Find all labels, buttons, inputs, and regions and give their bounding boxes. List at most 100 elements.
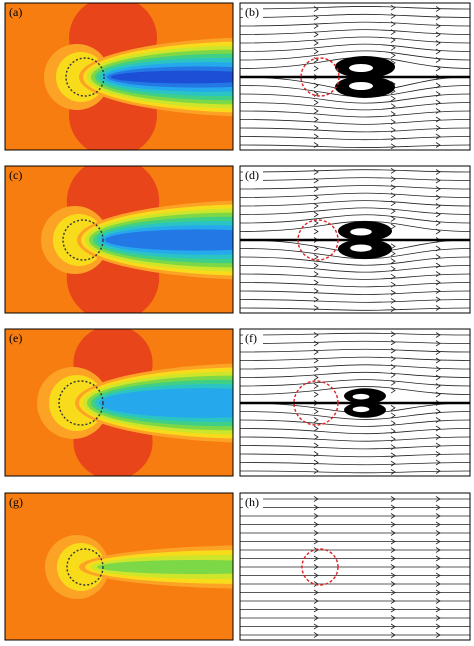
flow-arrow [435, 623, 441, 630]
streamline [240, 332, 470, 336]
flow-arrow [435, 383, 441, 389]
streamline [240, 419, 470, 427]
contour-panel: (a) [4, 2, 234, 151]
streamline [240, 13, 470, 18]
flow-arrow [313, 434, 319, 440]
streamline [240, 102, 470, 111]
flow-arrow [435, 513, 441, 519]
flow-arrow [390, 29, 396, 35]
flow-arrow [435, 108, 441, 114]
flow-arrow [390, 13, 396, 19]
flow-arrow [390, 339, 396, 346]
flow-arrow [390, 606, 396, 613]
flow-arrow [435, 133, 441, 140]
flow-arrow [390, 469, 396, 475]
flow-arrow [390, 589, 396, 596]
flow-arrow [313, 186, 319, 192]
flow-arrow [390, 216, 396, 222]
panel-label: (b) [245, 5, 259, 19]
streamline [240, 110, 470, 118]
flow-arrow [390, 564, 396, 570]
flow-arrow [313, 408, 319, 415]
panel-frame [239, 165, 471, 314]
flow-arrow [435, 451, 441, 457]
streamline [240, 29, 470, 35]
flow-arrow [390, 547, 396, 553]
flow-arrow [313, 203, 319, 209]
wake-contour [111, 70, 233, 84]
flow-arrow [313, 547, 319, 553]
panel-label: (e) [9, 331, 22, 345]
flow-arrow [313, 262, 319, 269]
flow-arrow [435, 521, 441, 528]
flow-arrow [390, 387, 396, 394]
flow-arrow [435, 142, 441, 148]
flow-arrow [435, 442, 441, 449]
flow-arrow [390, 21, 396, 27]
streamline [240, 453, 470, 458]
panel-frame [239, 328, 471, 477]
streamline [240, 340, 470, 344]
flow-arrow [435, 349, 441, 355]
flow-arrow [435, 57, 441, 63]
vortex-core [350, 228, 372, 236]
flow-arrow [390, 192, 396, 199]
flow-arrow [390, 436, 396, 442]
flow-arrow [390, 372, 396, 378]
cylinder-outline [301, 548, 339, 586]
flow-arrow [435, 288, 441, 294]
contour-field [5, 166, 233, 313]
flow-arrow [435, 186, 441, 192]
streamline [240, 256, 470, 266]
vortex-core [349, 82, 373, 90]
vortex-core [349, 64, 373, 72]
flow-arrow [390, 95, 396, 102]
streamline [240, 348, 470, 353]
flow-arrow [313, 65, 319, 72]
flow-arrow [390, 379, 396, 386]
flow-arrow [390, 200, 396, 207]
flow-arrow [390, 521, 396, 528]
flow-arrow [390, 572, 396, 579]
flow-arrow [313, 623, 319, 630]
streamline [240, 36, 470, 44]
panel-frame [4, 492, 234, 641]
flow-arrow [435, 262, 441, 269]
flow-arrow [390, 298, 396, 304]
flow-arrow [435, 606, 441, 613]
flow-arrow [435, 391, 441, 398]
flow-arrow [313, 31, 319, 38]
flow-arrow [390, 412, 396, 419]
flow-arrow [435, 65, 441, 72]
flow-arrow [390, 530, 396, 536]
streamline [240, 185, 470, 190]
flow-arrow [313, 57, 319, 63]
flow-arrow [390, 4, 396, 11]
flow-arrow [313, 271, 319, 277]
flow-arrow [313, 177, 319, 184]
streamline [240, 356, 470, 361]
flow-arrow [390, 555, 396, 562]
streamline [240, 207, 470, 215]
flow-arrow [390, 176, 396, 182]
flow-arrow [435, 194, 441, 201]
flow-arrow [313, 417, 319, 423]
flow-arrow [435, 589, 441, 596]
label-box [243, 496, 263, 510]
vortex-core [350, 244, 372, 252]
contour-panel: (g) [4, 492, 234, 641]
flow-arrow [313, 116, 319, 123]
flow-arrow [313, 564, 319, 570]
vortex-core [352, 406, 370, 413]
flow-arrow [435, 296, 441, 303]
flow-arrow [435, 374, 441, 381]
flow-arrow [435, 538, 441, 545]
flow-arrow [390, 184, 396, 191]
flow-arrow [435, 203, 441, 209]
flow-arrow [313, 513, 319, 519]
flow-arrow [390, 243, 396, 250]
flow-arrow [313, 169, 319, 175]
flow-arrow [435, 99, 441, 106]
